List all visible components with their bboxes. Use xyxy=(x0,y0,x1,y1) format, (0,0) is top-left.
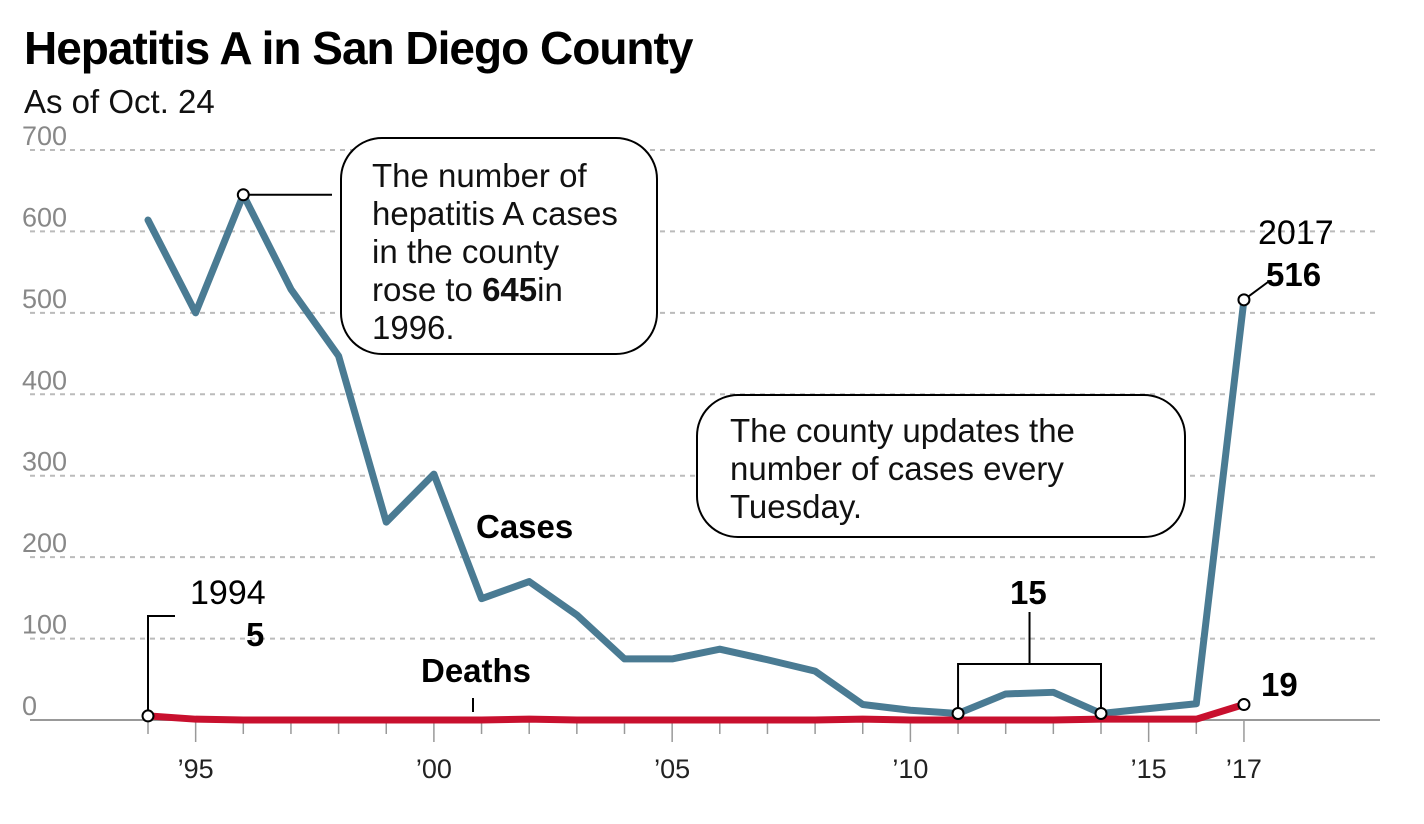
y-tick-label-200: 200 xyxy=(22,528,67,558)
bracket-value-label: 15 xyxy=(1010,574,1047,611)
marker-cases-2017 xyxy=(1237,293,1251,307)
x-tick-label-2017: ’17 xyxy=(1226,754,1262,784)
callout-1-line-1: The number of xyxy=(372,157,587,194)
y-tick-label-400: 400 xyxy=(22,365,67,395)
series-label-deaths: Deaths xyxy=(421,652,532,689)
x-tick-label-1995: ’95 xyxy=(178,754,214,784)
callout-1-line-2: hepatitis A cases xyxy=(372,195,618,232)
marker-cases-2014 xyxy=(1094,706,1108,720)
x-axis: ’95 ’00 ’05 ’10 ’15 ’17 xyxy=(30,719,1380,784)
annotation-markers xyxy=(141,188,1251,723)
y-axis-ticks: 0 100 200 300 400 500 600 700 xyxy=(22,121,67,721)
callout-weekly-update: The county updates the number of cases e… xyxy=(696,394,1186,538)
callout-1-line-4-end: in xyxy=(537,271,563,308)
end-year-label: 2017 xyxy=(1258,214,1334,252)
x-tick-label-2010: ’10 xyxy=(892,754,928,784)
series-label-cases: Cases xyxy=(476,508,574,545)
y-tick-label-700: 700 xyxy=(22,121,67,151)
annotation-leaders xyxy=(147,193,1269,716)
marker-deaths-1994 xyxy=(141,709,155,723)
y-tick-label-500: 500 xyxy=(22,284,67,314)
callout-2-line-2: number of cases every xyxy=(730,450,1064,487)
start-year-label: 1994 xyxy=(190,574,266,612)
callout-1-line-4: rose to xyxy=(372,271,483,308)
marker-cases-2011 xyxy=(951,706,965,720)
callout-2-line-1: The county updates the xyxy=(730,412,1075,449)
y-tick-label-100: 100 xyxy=(22,610,67,640)
x-tick-label-2000: ’00 xyxy=(416,754,452,784)
y-tick-label-600: 600 xyxy=(22,202,67,232)
callout-2-line-3: Tuesday. xyxy=(730,488,863,525)
series-lines xyxy=(144,191,1248,724)
series-line-cases xyxy=(144,191,1248,717)
chart-subtitle: As of Oct. 24 xyxy=(24,83,215,120)
y-tick-label-0: 0 xyxy=(22,691,37,721)
leader-start-1994 xyxy=(147,615,175,716)
end-value-label: 516 xyxy=(1266,256,1322,293)
callout-1-value: 645 xyxy=(482,271,538,308)
series-line-deaths xyxy=(144,701,1248,724)
callout-1-line-5: 1996. xyxy=(372,309,455,346)
deaths-end-value-label: 19 xyxy=(1261,666,1298,703)
callout-1-line-3: in the county xyxy=(372,233,560,270)
x-tick-label-2005: ’05 xyxy=(654,754,690,784)
x-tick-label-2015: ’15 xyxy=(1131,754,1167,784)
start-value-label: 5 xyxy=(246,616,265,653)
chart-title: Hepatitis A in San Diego County xyxy=(24,22,693,74)
marker-deaths-2017 xyxy=(1237,698,1251,712)
y-tick-label-300: 300 xyxy=(22,447,67,477)
marker-cases-1996 xyxy=(236,188,250,202)
callout-peak-1996: The number of hepatitis A cases in the c… xyxy=(340,137,658,355)
